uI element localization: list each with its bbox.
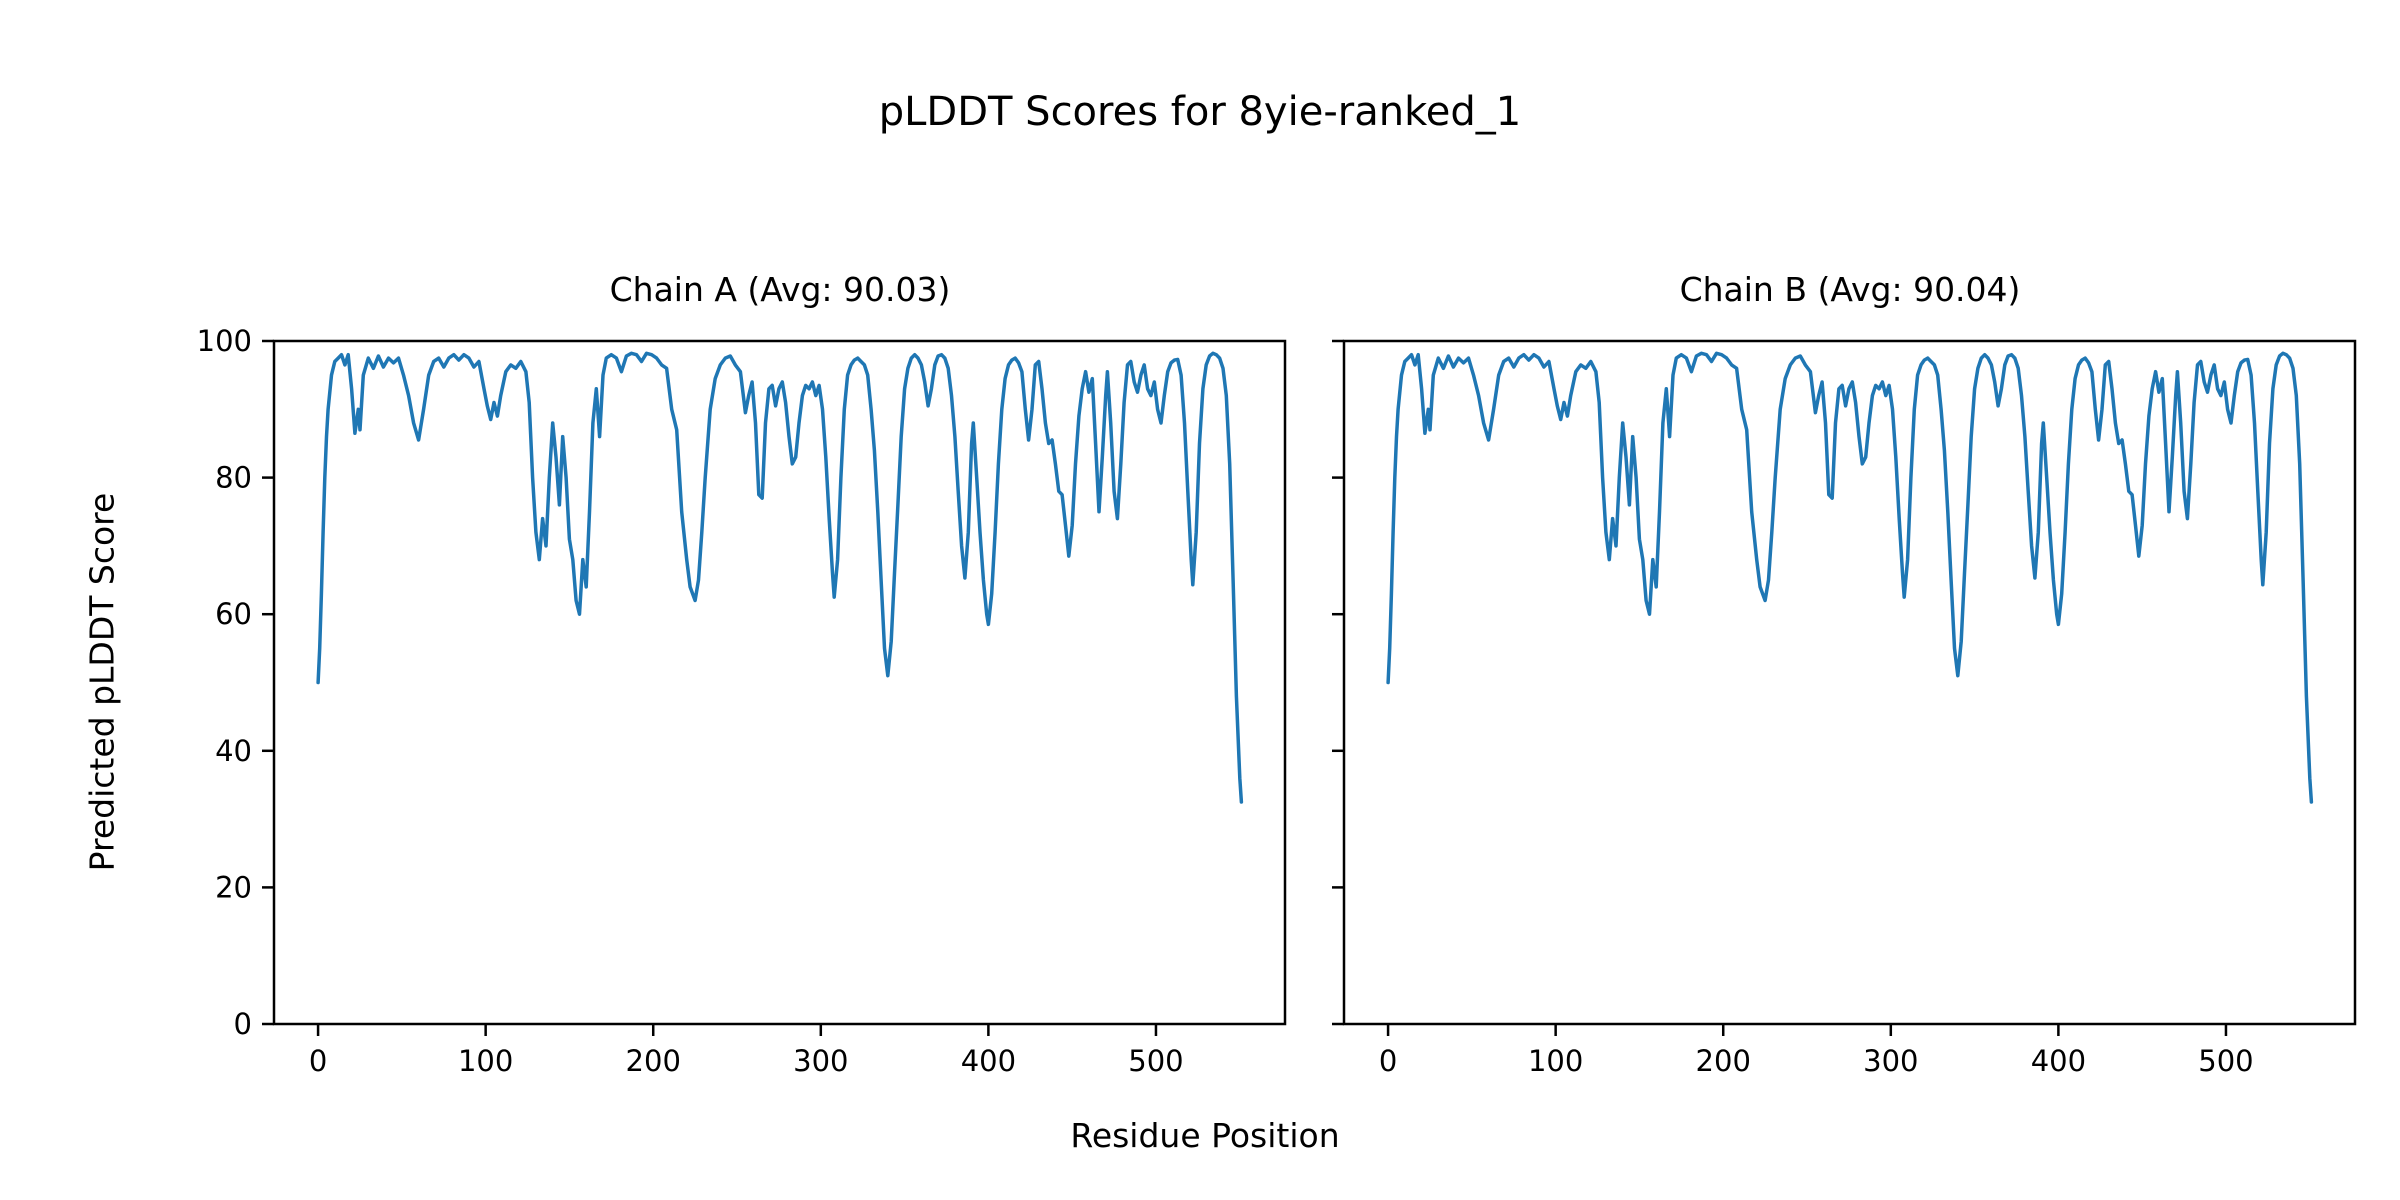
x-tick-label: 500 — [1128, 1044, 1183, 1078]
y-tick-label: 60 — [215, 597, 252, 631]
x-tick-label: 200 — [626, 1044, 681, 1078]
chain-a-title: Chain A (Avg: 90.03) — [609, 270, 951, 309]
y-tick-label: 40 — [215, 734, 252, 768]
y-tick-label: 20 — [215, 870, 252, 904]
y-tick-label: 80 — [215, 461, 252, 495]
x-tick-label: 500 — [2198, 1044, 2253, 1078]
x-tick-label: 400 — [2031, 1044, 2086, 1078]
x-tick-label: 400 — [961, 1044, 1016, 1078]
x-tick-label: 300 — [1863, 1044, 1918, 1078]
y-tick-label: 0 — [234, 1007, 252, 1041]
plddt-trace-chain-b — [1386, 351, 2314, 804]
x-tick-label: 0 — [309, 1044, 327, 1078]
x-tick-label: 200 — [1696, 1044, 1751, 1078]
x-tick-label: 300 — [793, 1044, 848, 1078]
x-tick-label: 100 — [458, 1044, 513, 1078]
x-tick-label: 100 — [1528, 1044, 1583, 1078]
x-tick-label: 0 — [1379, 1044, 1397, 1078]
axes-spines-chain-b — [1342, 339, 2357, 1026]
x-axis-label: Residue Position — [1070, 1116, 1340, 1155]
y-tick-label: 100 — [197, 324, 252, 358]
chain-b-title: Chain B (Avg: 90.04) — [1679, 270, 2021, 309]
axes-spines-chain-a — [272, 339, 1287, 1026]
figure-title: pLDDT Scores for 8yie-ranked_1 — [878, 89, 1522, 135]
plddt-trace-chain-a — [316, 351, 1244, 804]
